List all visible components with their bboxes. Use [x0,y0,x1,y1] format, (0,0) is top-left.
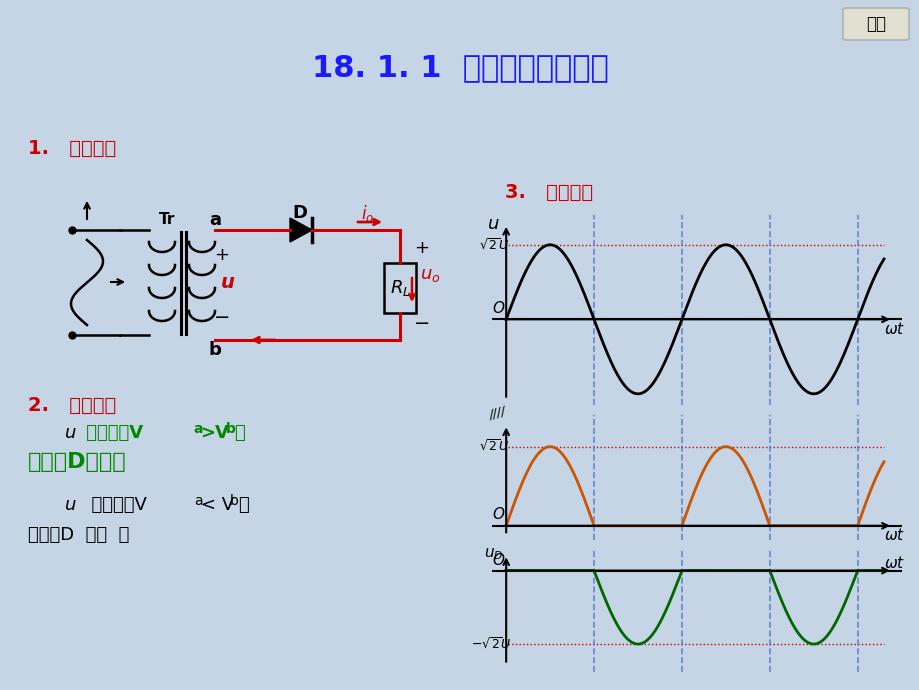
Text: $\omega t$: $\omega t$ [883,555,904,571]
Text: D: D [292,204,307,222]
Text: −: − [414,313,430,333]
Text: b: b [226,422,235,436]
Text: ，: ， [233,424,244,442]
Text: Tr: Tr [159,213,175,228]
Text: +: + [214,246,229,264]
Text: b: b [209,341,221,359]
Text: u: u [65,424,76,442]
Text: $O$: $O$ [492,299,505,315]
Text: $O$: $O$ [492,506,505,522]
Text: ////: //// [488,404,507,422]
Text: ，: ， [238,496,248,514]
Text: a: a [193,422,202,436]
Text: $\sqrt{2}U$: $\sqrt{2}U$ [478,237,508,253]
Text: u: u [65,496,76,514]
Text: b: b [230,494,239,508]
Text: >V: >V [199,424,229,442]
FancyBboxPatch shape [383,263,415,313]
Text: 1.   电路结构: 1. 电路结构 [28,139,116,157]
Text: −: − [213,308,230,328]
Text: $\sqrt{2}U$: $\sqrt{2}U$ [478,439,508,454]
Text: 正半周，V: 正半周，V [80,424,143,442]
Text: u: u [221,273,234,293]
FancyBboxPatch shape [842,8,908,40]
Text: 18. 1. 1  单相半波整流电路: 18. 1. 1 单相半波整流电路 [312,54,607,83]
Text: a: a [194,494,202,508]
Text: 二极管D导通；: 二极管D导通； [28,452,127,472]
Text: +: + [414,239,429,257]
Text: 动画: 动画 [865,15,885,33]
Text: 3.   工作波形: 3. 工作波形 [505,182,593,201]
Text: $\omega t$: $\omega t$ [883,527,904,543]
Text: 2.   工作原理: 2. 工作原理 [28,395,116,415]
Text: 负半周，V: 负半周，V [80,496,147,514]
Text: $O$: $O$ [492,553,505,569]
Text: $i_o$: $i_o$ [361,202,374,224]
Polygon shape [289,218,312,242]
Text: 二极管D  截止  。: 二极管D 截止 。 [28,526,130,544]
Text: $u_o$: $u_o$ [419,266,440,284]
Text: < V: < V [200,496,233,514]
Text: $u$: $u$ [487,215,499,233]
Text: $-\sqrt{2}U$: $-\sqrt{2}U$ [471,636,511,651]
Text: $R_L$: $R_L$ [389,278,410,298]
Text: $\omega t$: $\omega t$ [883,321,904,337]
Text: $u_D$: $u_D$ [483,546,503,562]
Text: a: a [209,211,221,229]
